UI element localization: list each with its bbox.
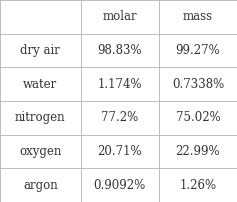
Text: molar: molar [102,10,137,23]
Text: 77.2%: 77.2% [101,111,138,124]
Text: argon: argon [23,179,58,192]
Text: 99.27%: 99.27% [176,44,220,57]
Text: nitrogen: nitrogen [15,111,66,124]
Text: dry air: dry air [20,44,60,57]
Text: 20.71%: 20.71% [97,145,142,158]
Text: 22.99%: 22.99% [176,145,220,158]
Text: oxygen: oxygen [19,145,61,158]
Text: mass: mass [183,10,213,23]
Text: water: water [23,78,57,91]
Text: 1.174%: 1.174% [97,78,142,91]
Text: 0.7338%: 0.7338% [172,78,224,91]
Text: 0.9092%: 0.9092% [94,179,146,192]
Text: 75.02%: 75.02% [176,111,220,124]
Text: 1.26%: 1.26% [179,179,216,192]
Text: 98.83%: 98.83% [97,44,142,57]
